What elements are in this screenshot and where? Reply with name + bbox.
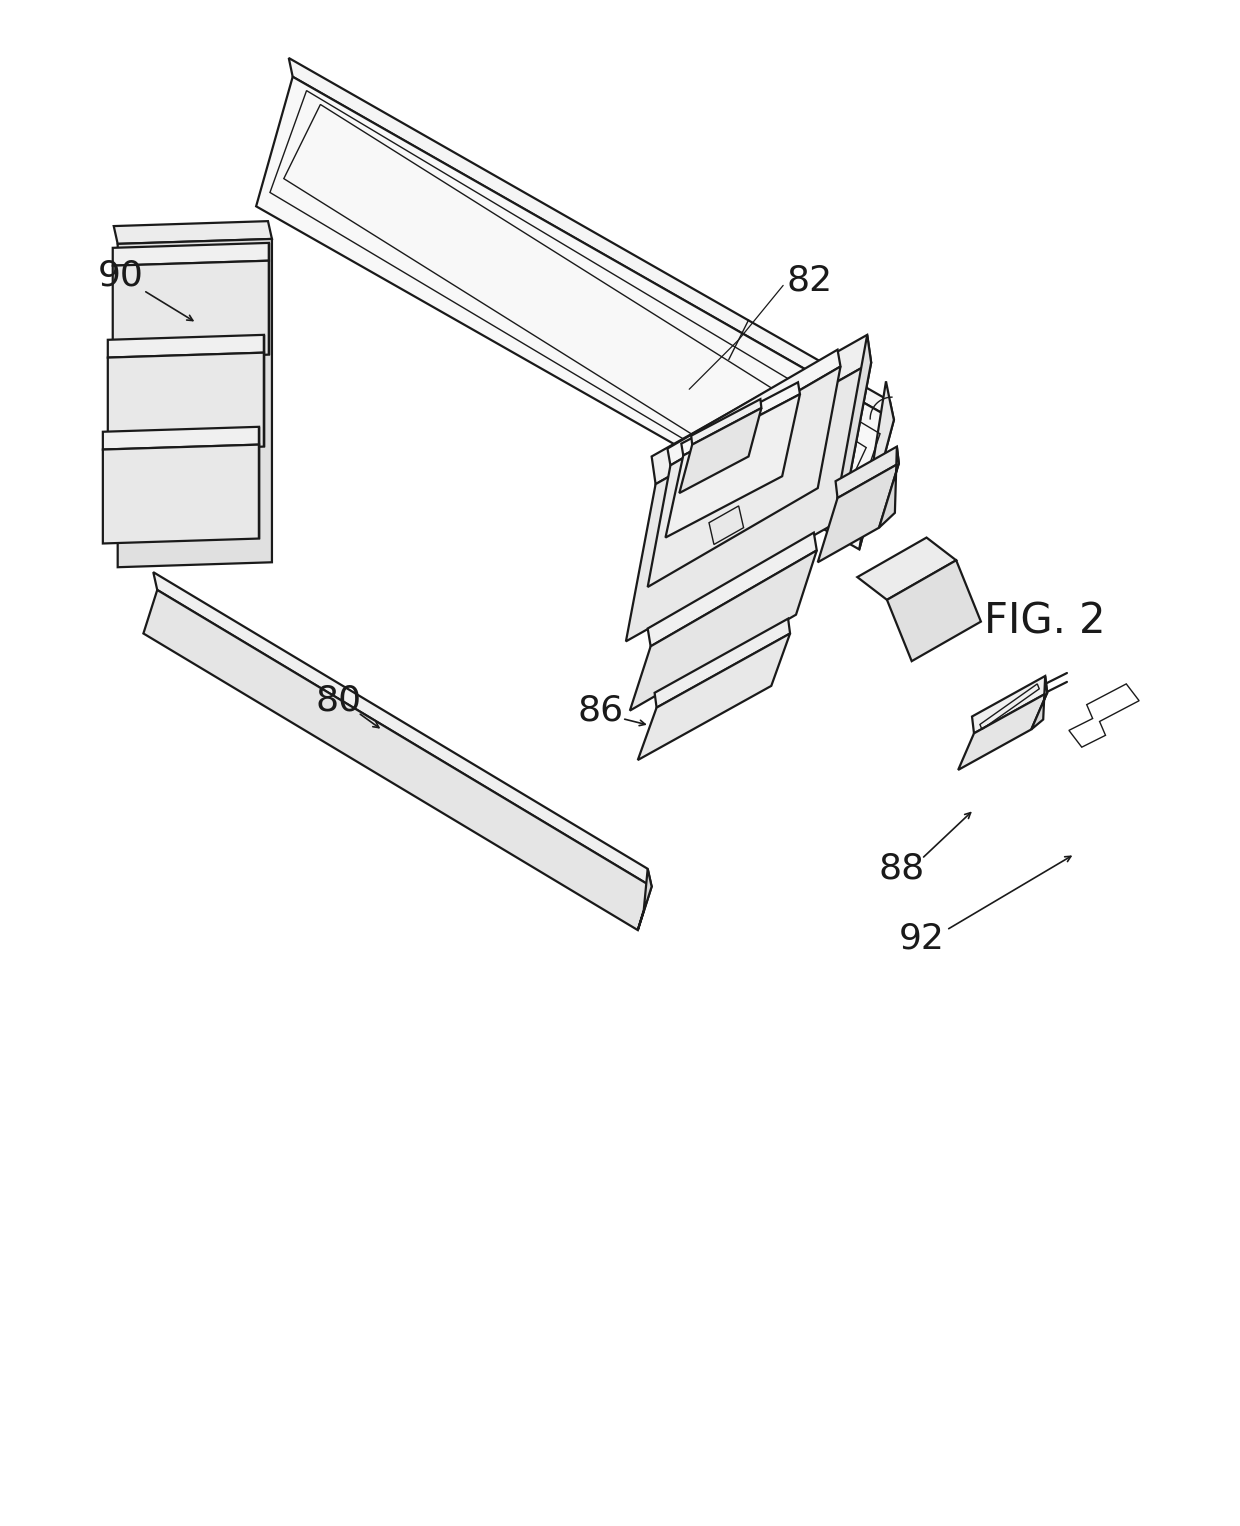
Polygon shape xyxy=(637,633,790,760)
Polygon shape xyxy=(837,334,872,520)
Polygon shape xyxy=(114,221,272,244)
Polygon shape xyxy=(959,693,1047,771)
Polygon shape xyxy=(103,427,259,450)
Polygon shape xyxy=(836,447,899,497)
Polygon shape xyxy=(637,868,652,931)
Polygon shape xyxy=(144,591,652,931)
Text: 82: 82 xyxy=(787,264,833,298)
Polygon shape xyxy=(630,551,817,711)
Polygon shape xyxy=(652,334,872,484)
Polygon shape xyxy=(709,507,744,545)
Polygon shape xyxy=(108,334,264,357)
Polygon shape xyxy=(1032,676,1047,729)
Polygon shape xyxy=(859,382,894,549)
Polygon shape xyxy=(667,349,841,465)
Polygon shape xyxy=(681,383,800,455)
Polygon shape xyxy=(887,560,981,661)
Polygon shape xyxy=(857,537,956,600)
Polygon shape xyxy=(647,366,841,588)
Polygon shape xyxy=(154,572,652,887)
Polygon shape xyxy=(108,353,264,452)
Polygon shape xyxy=(647,533,817,647)
Text: 88: 88 xyxy=(879,852,925,885)
Polygon shape xyxy=(691,400,761,444)
Polygon shape xyxy=(879,447,899,528)
Polygon shape xyxy=(680,407,761,493)
Text: 92: 92 xyxy=(899,922,945,955)
Polygon shape xyxy=(626,363,872,641)
Text: 90: 90 xyxy=(98,258,144,293)
Polygon shape xyxy=(113,261,269,360)
Polygon shape xyxy=(103,444,259,543)
Polygon shape xyxy=(118,240,272,568)
Polygon shape xyxy=(257,76,894,549)
Polygon shape xyxy=(1069,684,1140,748)
Text: 86: 86 xyxy=(577,694,624,728)
Polygon shape xyxy=(289,58,894,420)
Polygon shape xyxy=(113,243,269,266)
Polygon shape xyxy=(817,464,899,562)
Text: 80: 80 xyxy=(315,684,361,717)
Polygon shape xyxy=(655,618,790,708)
Text: FIG. 2: FIG. 2 xyxy=(985,601,1106,642)
Polygon shape xyxy=(972,676,1047,734)
Polygon shape xyxy=(666,394,800,537)
